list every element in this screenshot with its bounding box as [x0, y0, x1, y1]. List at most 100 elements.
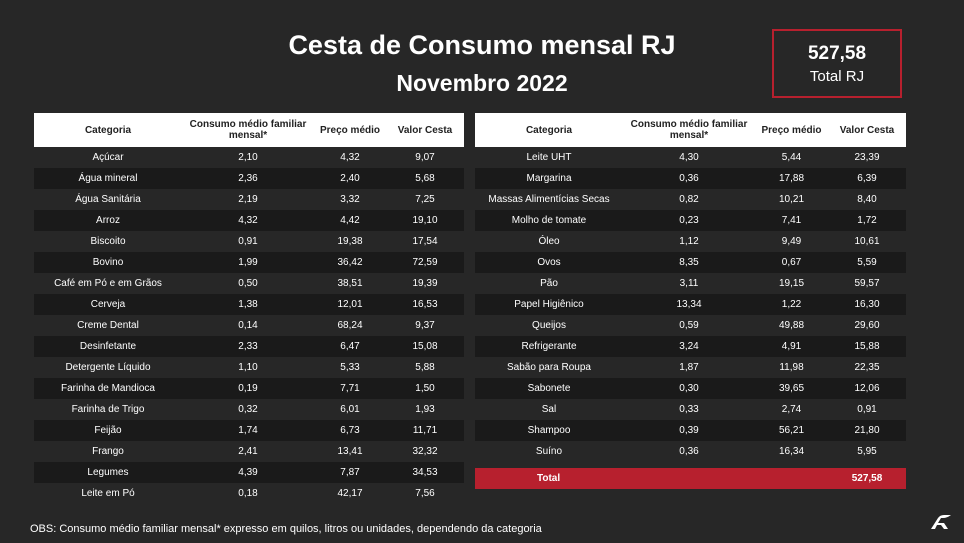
table-row: Queijos 0,59 49,88 29,60 [475, 315, 906, 336]
cell-consumo: 1,99 [238, 257, 258, 268]
cell-consumo: 0,14 [238, 320, 258, 331]
cell-consumo: 4,32 [238, 215, 258, 226]
total-summary-value: 527,58 [807, 43, 867, 64]
cell-consumo: 0,91 [238, 236, 258, 247]
cell-categoria: Molho de tomate [511, 215, 587, 226]
cell-valor: 5,59 [857, 257, 877, 268]
cell-valor: 22,35 [854, 362, 880, 373]
table-row: Açúcar 2,10 4,32 9,07 [34, 147, 464, 168]
table-row: Óleo 1,12 9,49 10,61 [475, 231, 906, 252]
cell-preco: 39,65 [778, 383, 805, 394]
cell-valor: 7,56 [415, 488, 435, 499]
cell-valor: 16,53 [412, 299, 438, 310]
cell-preco: 13,41 [337, 446, 363, 457]
cell-preco: 9,49 [781, 236, 802, 247]
cell-preco: 4,32 [340, 152, 360, 163]
cell-valor: 32,32 [412, 446, 438, 457]
table-row: Arroz 4,32 4,42 19,10 [34, 210, 464, 231]
cell-consumo: 2,10 [238, 152, 258, 163]
column-header-preco: Preço médio [761, 124, 822, 136]
cell-preco: 4,42 [340, 215, 360, 226]
cell-valor: 12,06 [854, 383, 880, 394]
table-row: Leite em Pó 0,18 42,17 7,56 [34, 483, 464, 504]
cell-categoria: Água Sanitária [75, 194, 141, 205]
cell-valor: 1,72 [857, 215, 877, 226]
cell-preco: 17,88 [778, 173, 805, 184]
cell-preco: 2,40 [340, 173, 360, 184]
cell-preco: 4,91 [781, 341, 802, 352]
cell-valor: 23,39 [854, 152, 880, 163]
cell-categoria: Suíno [535, 446, 563, 457]
cell-consumo: 1,10 [238, 362, 258, 373]
column-header-consumo: Consumo médio familiar mensal* [189, 119, 307, 141]
cell-valor: 11,71 [412, 425, 438, 436]
table-header-row: Categoria Consumo médio familiar mensal*… [34, 113, 464, 147]
cell-categoria: Queijos [532, 320, 566, 331]
cell-categoria: Óleo [538, 236, 560, 247]
cell-valor: 5,68 [415, 173, 435, 184]
cell-valor: 15,88 [854, 341, 880, 352]
cell-categoria: Massas Alimentícias Secas [488, 194, 610, 205]
cell-valor: 34,53 [412, 467, 438, 478]
cell-categoria: Cerveja [90, 299, 126, 310]
cell-preco: 12,01 [337, 299, 363, 310]
table-row: Legumes 4,39 7,87 34,53 [34, 462, 464, 483]
page-subtitle: Novembro 2022 [396, 70, 568, 96]
cell-valor: 5,95 [857, 446, 877, 457]
cell-consumo: 0,59 [679, 320, 699, 331]
footnote: OBS: Consumo médio familiar mensal* expr… [30, 523, 542, 535]
cell-categoria: Papel Higiênico [514, 299, 584, 310]
cell-preco: 68,24 [337, 320, 363, 331]
cell-categoria: Sal [541, 404, 557, 415]
table-row: Detergente Líquido 1,10 5,33 5,88 [34, 357, 464, 378]
cell-valor: 5,88 [415, 362, 435, 373]
column-header-consumo: Consumo médio familiar mensal* [630, 119, 748, 141]
cell-valor: 1,50 [415, 383, 435, 394]
cell-consumo: 1,74 [238, 425, 258, 436]
total-row-value: 527,58 [851, 473, 883, 484]
cell-categoria: Café em Pó e em Grãos [54, 278, 162, 289]
total-row-label: Total [537, 473, 561, 484]
cell-consumo: 0,32 [238, 404, 258, 415]
cell-preco: 19,38 [337, 236, 363, 247]
cell-preco: 6,01 [340, 404, 360, 415]
cell-categoria: Sabão para Roupa [507, 362, 591, 373]
cell-consumo: 0,39 [679, 425, 699, 436]
cell-preco: 0,67 [781, 257, 802, 268]
cell-valor: 21,80 [854, 425, 880, 436]
table-row: Feijão 1,74 6,73 11,71 [34, 420, 464, 441]
cell-valor: 9,37 [415, 320, 435, 331]
cell-preco: 16,34 [778, 446, 805, 457]
total-summary-box: 527,58 Total RJ [772, 29, 902, 98]
cell-consumo: 0,18 [238, 488, 258, 499]
cell-categoria: Legumes [87, 467, 129, 478]
cell-categoria: Pão [540, 278, 558, 289]
table-right-body: Leite UHT 4,30 5,44 23,39 Margarina 0,36 17,88… [475, 147, 906, 462]
cell-categoria: Desinfetante [79, 341, 137, 352]
cell-categoria: Detergente Líquido [65, 362, 151, 373]
table-left-body: Açúcar 2,10 4,32 9,07 Água mineral 2,36 2,40 5,… [34, 147, 464, 504]
brand-logo-icon [931, 515, 951, 529]
cell-preco: 5,44 [781, 152, 802, 163]
table-row: Leite UHT 4,30 5,44 23,39 [475, 147, 906, 168]
cell-preco: 5,33 [340, 362, 360, 373]
cell-valor: 29,60 [854, 320, 880, 331]
cell-preco: 3,32 [340, 194, 360, 205]
table-row: Molho de tomate 0,23 7,41 1,72 [475, 210, 906, 231]
cell-preco: 19,15 [778, 278, 805, 289]
cell-consumo: 4,39 [238, 467, 258, 478]
table-left: Categoria Consumo médio familiar mensal*… [34, 113, 464, 504]
cell-consumo: 0,19 [238, 383, 258, 394]
table-row: Creme Dental 0,14 68,24 9,37 [34, 315, 464, 336]
cell-consumo: 2,36 [238, 173, 258, 184]
cell-valor: 19,10 [412, 215, 438, 226]
cell-consumo: 0,36 [679, 446, 699, 457]
cell-valor: 9,07 [415, 152, 435, 163]
cell-valor: 15,08 [412, 341, 438, 352]
table-row: Desinfetante 2,33 6,47 15,08 [34, 336, 464, 357]
cell-categoria: Água mineral [78, 173, 138, 184]
column-header-preco: Preço médio [319, 124, 381, 136]
cell-consumo: 2,41 [238, 446, 258, 457]
column-header-categoria: Categoria [84, 124, 132, 136]
cell-valor: 10,61 [854, 236, 880, 247]
